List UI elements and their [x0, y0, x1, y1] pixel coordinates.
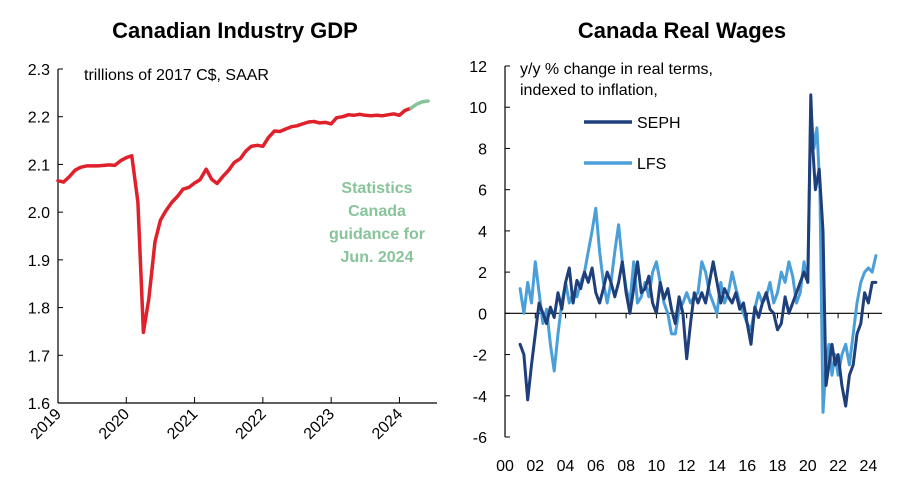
- wages-x-tick-label: 08: [617, 458, 635, 475]
- gdp-chart-subtitle: trillions of 2017 C$, SAAR: [84, 67, 269, 84]
- wages-y-tick-label: 10: [469, 100, 487, 117]
- wages-chart-subtitle-line2: indexed to inflation,: [520, 82, 658, 99]
- gdp-series-guidance: [409, 99, 430, 110]
- wages-chart-title: Canada Real Wages: [578, 18, 786, 43]
- wages-y-tick-label: -4: [473, 389, 487, 406]
- wages-y-tick-label: 2: [478, 265, 487, 282]
- wages-x-tick-label: 06: [587, 458, 605, 475]
- gdp-annotation-line: Statistics: [341, 180, 412, 197]
- wages-chart-subtitle-line1: y/y % change in real terms,: [520, 61, 713, 78]
- gdp-y-tick-label: 1.7: [28, 348, 50, 365]
- wages-y-tick-label: 12: [469, 59, 487, 76]
- gdp-guidance-annotation: Statistics Canada guidance for Jun. 2024: [329, 180, 425, 266]
- wages-series-seph: [518, 93, 878, 408]
- wages-lines: [518, 93, 878, 414]
- wages-y-tick-label: -2: [473, 348, 487, 365]
- wages-y-tick-label: 6: [478, 183, 487, 200]
- wages-x-tick-label: 18: [769, 458, 787, 475]
- gdp-x-tick-label: 2023: [301, 406, 338, 443]
- gdp-x-tick-label: 2020: [96, 406, 133, 443]
- wages-x-tick-label: 10: [648, 458, 666, 475]
- wages-x-tick-label: 04: [557, 458, 575, 475]
- gdp-y-tick-label: 2.3: [28, 62, 50, 79]
- wages-legend: SEPH LFS: [584, 115, 681, 173]
- gdp-annotation-line: Jun. 2024: [341, 249, 414, 266]
- legend-label-seph: SEPH: [637, 115, 681, 132]
- wages-x-tick-label: 16: [738, 458, 756, 475]
- legend-label-lfs: LFS: [637, 156, 666, 173]
- wages-y-tick-label: 4: [478, 224, 487, 241]
- wages-x-tick-label: 20: [799, 458, 817, 475]
- wages-x-tick-label: 12: [678, 458, 696, 475]
- gdp-annotation-line: Canada: [348, 203, 406, 220]
- wages-x-tick-label: 22: [829, 458, 847, 475]
- wages-x-tick-label: 02: [526, 458, 544, 475]
- gdp-lines: [56, 99, 430, 335]
- gdp-y-tick-label: 2.1: [28, 157, 50, 174]
- gdp-y-tick-label: 2.0: [28, 205, 50, 222]
- wages-y-tick-label: 8: [478, 141, 487, 158]
- gdp-x-tick-label: 2021: [164, 406, 201, 443]
- wages-y-tick-label: 0: [478, 306, 487, 323]
- wages-x-tick-label: 00: [496, 458, 514, 475]
- gdp-series-actual: [56, 106, 413, 335]
- gdp-chart-title: Canadian Industry GDP: [112, 18, 358, 43]
- gdp-x-tick-label: 2022: [233, 406, 270, 443]
- wages-x-tick-label: 24: [859, 458, 877, 475]
- gdp-y-tick-label: 2.2: [28, 110, 50, 127]
- wages-y-tick-label: -6: [473, 430, 487, 447]
- gdp-y-tick-label: 1.9: [28, 253, 50, 270]
- gdp-y-tick-label: 1.6: [28, 396, 50, 413]
- gdp-annotation-line: guidance for: [329, 226, 425, 243]
- wages-x-tick-label: 14: [708, 458, 726, 475]
- gdp-x-tick-label: 2024: [369, 406, 406, 443]
- gdp-y-tick-label: 1.8: [28, 301, 50, 318]
